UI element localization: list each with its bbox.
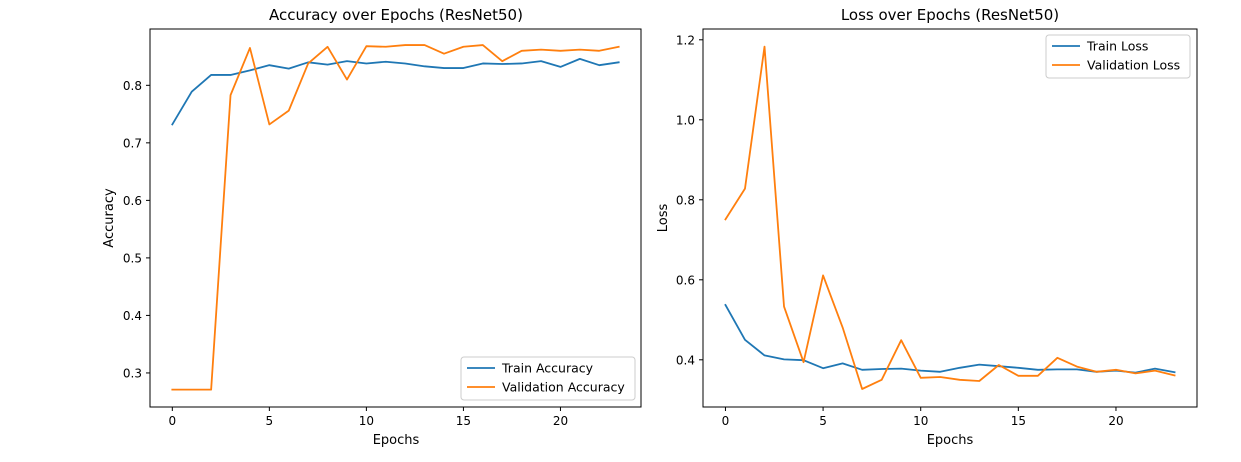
accuracy-series-lines [171, 44, 620, 391]
accuracy-y-tick-label: 0.6 [123, 194, 142, 208]
loss-chart-title: Loss over Epochs (ResNet50) [841, 6, 1059, 24]
accuracy-legend-box [460, 356, 636, 401]
loss-x-axis-label: Epochs [927, 433, 974, 448]
accuracy-chart-title: Accuracy over Epochs (ResNet50) [269, 6, 523, 24]
accuracy-y-ticks: 0.3 0.4 0.5 0.6 0.7 0.8 [123, 79, 150, 380]
loss-x-tick-label: 10 [913, 414, 928, 428]
loss-series-lines [724, 45, 1176, 390]
accuracy-x-tick-label: 20 [553, 414, 568, 428]
accuracy-x-axis-label: Epochs [373, 433, 420, 448]
legend-label-train-accuracy: Train Accuracy [501, 361, 594, 376]
accuracy-legend: Train Accuracy Validation Accuracy [460, 356, 636, 401]
loss-legend-box [1045, 34, 1191, 79]
accuracy-x-ticks: 0 5 10 15 20 [168, 407, 568, 428]
accuracy-y-tick-label: 0.3 [123, 366, 142, 380]
loss-y-tick-label: 0.8 [676, 193, 695, 207]
loss-axes-frame [702, 28, 1198, 408]
loss-y-tick-label: 1.2 [676, 33, 695, 47]
loss-x-tick-label: 0 [722, 414, 730, 428]
loss-y-ticks: 0.4 0.6 0.8 1.0 1.2 [676, 33, 703, 367]
accuracy-chart: Accuracy over Epochs (ResNet50) 0 5 10 15 20… [102, 6, 642, 448]
loss-x-tick-label: 5 [819, 414, 827, 428]
loss-chart: Loss over Epochs (ResNet50) 0 5 10 15 20 0.4… [656, 6, 1198, 448]
accuracy-x-tick-label: 0 [168, 414, 176, 428]
loss-y-tick-label: 0.4 [676, 353, 695, 367]
series-line-validation-loss [724, 45, 1176, 390]
accuracy-y-tick-label: 0.5 [123, 251, 142, 265]
accuracy-plot-area: 0 5 10 15 20 0.3 0.4 0.5 0.6 0.7 0.8 [123, 28, 642, 428]
accuracy-x-tick-label: 5 [266, 414, 274, 428]
loss-x-ticks: 0 5 10 15 20 [722, 407, 1124, 428]
accuracy-y-tick-label: 0.8 [123, 79, 142, 93]
legend-label-validation-loss: Validation Loss [1087, 58, 1180, 73]
accuracy-axes-frame [149, 28, 642, 408]
loss-y-axis-label: Loss [656, 204, 671, 233]
loss-y-tick-label: 0.6 [676, 273, 695, 287]
accuracy-y-tick-label: 0.7 [123, 136, 142, 150]
loss-y-tick-label: 1.0 [676, 113, 695, 127]
loss-x-tick-label: 15 [1011, 414, 1026, 428]
loss-plot-area: 0 5 10 15 20 0.4 0.6 0.8 1.0 1.2 [676, 28, 1198, 428]
accuracy-x-tick-label: 15 [456, 414, 471, 428]
loss-x-tick-label: 20 [1108, 414, 1123, 428]
legend-label-validation-accuracy: Validation Accuracy [502, 380, 625, 395]
series-line-train-accuracy [171, 57, 620, 126]
loss-legend: Train Loss Validation Loss [1045, 34, 1191, 79]
legend-label-train-loss: Train Loss [1086, 39, 1148, 54]
accuracy-x-tick-label: 10 [359, 414, 374, 428]
series-line-validation-accuracy [171, 44, 620, 391]
accuracy-y-tick-label: 0.4 [123, 309, 142, 323]
accuracy-y-axis-label: Accuracy [102, 188, 117, 248]
